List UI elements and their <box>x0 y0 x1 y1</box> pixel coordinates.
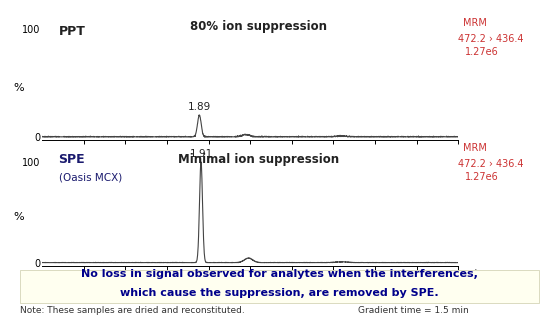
Text: 472.2 › 436.4: 472.2 › 436.4 <box>458 159 524 169</box>
Text: 1.89: 1.89 <box>188 102 211 112</box>
Text: Gradient time = 1.5 min: Gradient time = 1.5 min <box>358 306 468 315</box>
Text: which cause the suppression, are removed by SPE.: which cause the suppression, are removed… <box>120 288 439 298</box>
Text: %: % <box>14 83 25 93</box>
Text: 80% ion suppression: 80% ion suppression <box>190 20 327 33</box>
Text: min: min <box>465 269 484 279</box>
Text: 1.91: 1.91 <box>190 149 212 159</box>
Text: 1.27e6: 1.27e6 <box>465 47 498 57</box>
Text: PPT: PPT <box>59 25 86 38</box>
Text: SPE: SPE <box>59 153 85 166</box>
Text: No loss in signal observed for analytes when the interferences,: No loss in signal observed for analytes … <box>81 269 478 279</box>
Text: Minimal ion suppression: Minimal ion suppression <box>178 153 339 166</box>
Text: MRM: MRM <box>463 18 487 28</box>
Text: 472.2 › 436.4: 472.2 › 436.4 <box>458 34 524 44</box>
Text: 1.27e6: 1.27e6 <box>465 172 498 182</box>
Text: (Oasis MCX): (Oasis MCX) <box>59 173 122 183</box>
Text: %: % <box>14 212 25 222</box>
Text: Note: These samples are dried and reconstituted.: Note: These samples are dried and recons… <box>20 306 244 315</box>
Text: MRM: MRM <box>463 143 487 153</box>
